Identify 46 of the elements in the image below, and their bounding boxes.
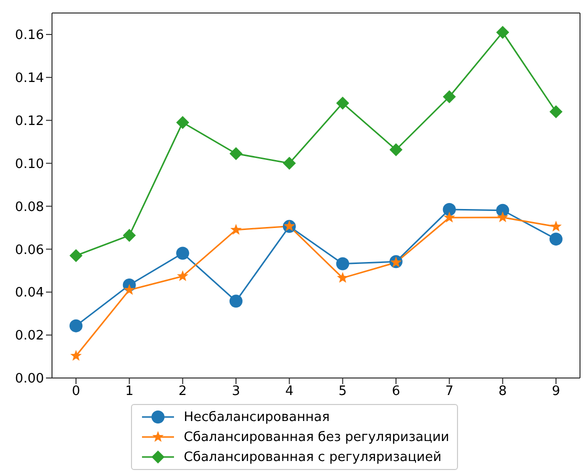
x-tick-label: 3 xyxy=(232,384,240,400)
x-tick-label: 9 xyxy=(552,384,560,400)
y-tick-label: 0.06 xyxy=(15,242,44,258)
point xyxy=(550,220,562,232)
legend-label: Несбалансированная xyxy=(184,410,330,424)
x-tick-label: 7 xyxy=(445,384,454,400)
point xyxy=(444,212,456,222)
point xyxy=(70,249,82,262)
point xyxy=(442,90,456,104)
y-tick-label: 0.12 xyxy=(15,114,44,129)
point xyxy=(336,257,350,270)
point xyxy=(442,202,456,216)
point xyxy=(550,105,562,118)
point xyxy=(70,350,82,361)
y-tick-label: 0.14 xyxy=(15,71,44,86)
point xyxy=(282,156,296,170)
x-tick-label: 6 xyxy=(392,384,400,400)
legend-label: Сбалансированная с регуляризацией xyxy=(184,450,442,464)
point xyxy=(336,96,350,110)
point xyxy=(336,272,348,283)
point xyxy=(122,228,136,242)
point xyxy=(390,143,402,156)
point xyxy=(176,116,190,129)
point xyxy=(176,246,190,260)
y-tick-label: 0.04 xyxy=(15,286,44,301)
x-tick-label: 5 xyxy=(338,384,347,400)
x-tick-label: 8 xyxy=(498,384,507,400)
y-tick-label: 0.00 xyxy=(15,372,44,387)
point xyxy=(496,26,510,39)
point xyxy=(550,232,562,246)
y-tick-label: 0.10 xyxy=(15,156,44,172)
x-tick-label: 1 xyxy=(125,384,134,400)
y-tick-label: 0.02 xyxy=(15,328,44,344)
x-tick-label: 0 xyxy=(72,384,80,400)
point xyxy=(176,270,188,282)
x-tick-label: 4 xyxy=(285,384,294,400)
point xyxy=(70,319,82,332)
y-tick-label: 0.08 xyxy=(15,200,44,215)
point xyxy=(230,224,242,235)
point xyxy=(496,211,508,222)
point xyxy=(124,284,136,295)
point xyxy=(230,294,242,308)
y-tick-label: 0.16 xyxy=(15,28,44,44)
legend-label: Сбалансированная без регуляризации xyxy=(184,430,450,444)
point xyxy=(230,147,242,160)
x-tick-label: 2 xyxy=(178,384,187,400)
